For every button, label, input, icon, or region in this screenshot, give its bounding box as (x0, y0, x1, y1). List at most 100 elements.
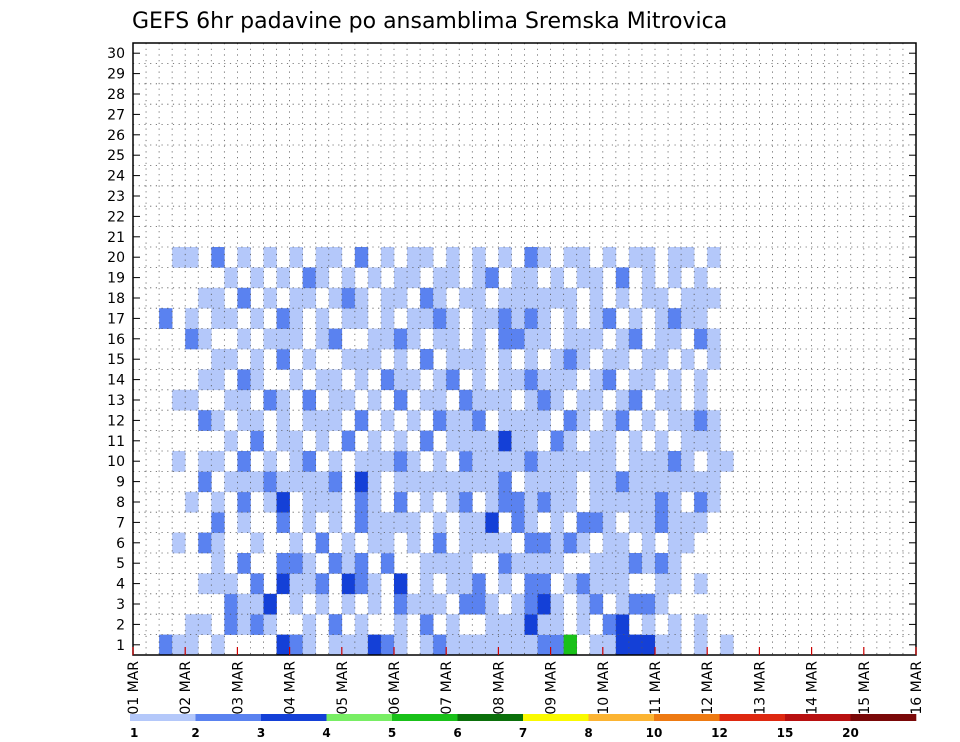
heatmap-cell (694, 328, 708, 350)
heatmap-cell (407, 410, 421, 431)
heatmap-cell (407, 471, 421, 493)
heatmap-cell (511, 267, 525, 289)
heatmap-cell (446, 614, 460, 635)
y-tick-label: 18 (107, 291, 125, 307)
heatmap-cell (328, 614, 343, 635)
heatmap-cell (589, 634, 604, 656)
heatmap-cell (589, 267, 604, 289)
heatmap-cell (341, 389, 356, 411)
heatmap-cell (694, 573, 708, 595)
heatmap-cell (250, 369, 264, 391)
heatmap-cell (459, 553, 473, 574)
heatmap-cell (694, 287, 708, 309)
heatmap-cell (289, 430, 303, 452)
heatmap-cell (407, 369, 421, 391)
heatmap-cell (302, 267, 316, 289)
heatmap-cell (681, 512, 695, 533)
heatmap-cell (550, 369, 564, 391)
heatmap-cell (446, 410, 460, 431)
heatmap-cell (354, 614, 369, 635)
heatmap-cell (302, 451, 316, 472)
heatmap-cell (394, 593, 408, 615)
heatmap-cell (394, 430, 408, 452)
heatmap-cell (394, 451, 408, 472)
heatmap-cell (367, 593, 382, 615)
heatmap-cell (681, 451, 695, 472)
heatmap-cell (394, 389, 408, 411)
heatmap-cell (472, 369, 486, 391)
y-tick-label: 16 (107, 332, 125, 348)
x-tick-label: 11 MAR (648, 661, 664, 715)
heatmap-cell (211, 369, 225, 391)
y-tick-label: 12 (107, 413, 125, 429)
heatmap-cell (602, 614, 617, 635)
heatmap-cell (302, 287, 316, 309)
heatmap-cell (472, 247, 486, 268)
heatmap-cell (159, 308, 173, 329)
heatmap-cell (498, 410, 512, 431)
heatmap-cell (341, 593, 356, 615)
heatmap-cell (498, 389, 512, 411)
heatmap-cell (707, 491, 721, 513)
heatmap-cell (250, 471, 264, 493)
heatmap-cell (446, 369, 460, 391)
heatmap-cell (524, 593, 538, 615)
heatmap-cell (720, 634, 734, 656)
heatmap-cell (550, 267, 564, 289)
heatmap-cell (407, 267, 421, 289)
heatmap-cell (289, 471, 303, 493)
heatmap-cell (459, 389, 473, 411)
heatmap-cell (237, 593, 251, 615)
heatmap-cell (707, 410, 721, 431)
heatmap-cell (655, 430, 669, 452)
heatmap-cell (615, 267, 630, 289)
heatmap-cell (380, 328, 395, 350)
heatmap-cell (655, 553, 669, 574)
heatmap-cell (602, 410, 617, 431)
colorbar-swatch (654, 714, 720, 721)
heatmap-cell (380, 369, 395, 391)
heatmap-cell (354, 369, 369, 391)
heatmap-cell (433, 369, 447, 391)
heatmap-cell (589, 471, 604, 493)
heatmap-cell (485, 308, 499, 329)
heatmap-cell (276, 512, 290, 533)
y-tick-label: 7 (116, 515, 125, 531)
heatmap-cell (328, 491, 343, 513)
heatmap-cell (550, 614, 564, 635)
heatmap-cell (237, 451, 251, 472)
heatmap-cell (367, 328, 382, 350)
heatmap-cell (315, 267, 330, 289)
heatmap-cell (641, 287, 656, 309)
x-tick-label: 07 MAR (439, 661, 455, 715)
heatmap-cell (615, 573, 630, 595)
heatmap-cell (433, 328, 447, 350)
heatmap-cell (211, 308, 225, 329)
heatmap-cell (537, 308, 551, 329)
heatmap-cell (367, 634, 382, 656)
heatmap-cell (655, 573, 669, 595)
heatmap-cell (628, 369, 643, 391)
heatmap-cell (459, 287, 473, 309)
heatmap-cell (550, 287, 564, 309)
heatmap-cell (354, 247, 369, 268)
heatmap-cell (668, 247, 682, 268)
heatmap-cell (681, 430, 695, 452)
heatmap-cell (433, 267, 447, 289)
heatmap-cell (602, 573, 617, 595)
heatmap-cell (433, 634, 447, 656)
y-tick-label: 13 (107, 393, 125, 409)
x-axis: 01 MAR 02 MAR 03 MAR 04 MAR 05 MAR 06 MAR 07 M… (126, 647, 925, 715)
heatmap-cell (341, 267, 356, 289)
heatmap-cell (498, 328, 512, 350)
heatmap-cell (472, 389, 486, 411)
heatmap-cell (328, 247, 343, 268)
heatmap-cell (498, 634, 512, 656)
heatmap-cell (668, 267, 682, 289)
heatmap-cell (537, 471, 551, 493)
heatmap-cell (394, 267, 408, 289)
heatmap-cell (655, 287, 669, 309)
heatmap-cell (615, 634, 630, 656)
heatmap-cell (394, 471, 408, 493)
heatmap-cell (655, 491, 669, 513)
